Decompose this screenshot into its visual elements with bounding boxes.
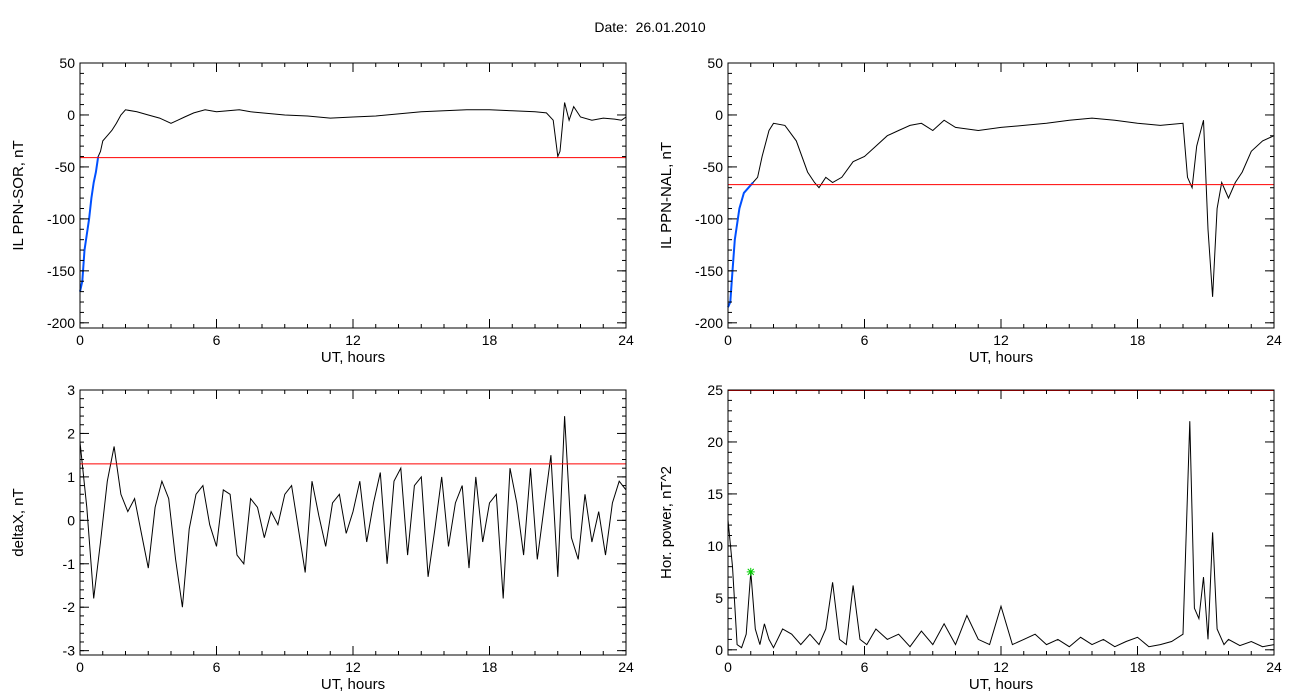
date-label: Date:	[594, 19, 628, 35]
x-axis-label: UT, hours	[969, 676, 1033, 693]
data-line	[727, 421, 1275, 649]
y-tick-label: -3	[63, 643, 76, 659]
y-tick-label: -50	[55, 159, 75, 175]
x-tick-label: 12	[993, 332, 1009, 348]
y-tick-label: 3	[67, 382, 75, 398]
x-tick-label: 0	[724, 659, 732, 675]
y-tick-label: 25	[707, 382, 723, 398]
x-tick-label: 0	[76, 659, 84, 675]
y-tick-label: -100	[695, 211, 723, 227]
date-value: 26.01.2010	[635, 19, 706, 35]
y-tick-label: -1	[63, 556, 76, 572]
y-axis-label: Hor. power, nT^2	[658, 466, 675, 579]
plot-frame	[727, 62, 1275, 329]
y-tick-label: 50	[707, 55, 723, 71]
x-tick-label: 24	[618, 659, 634, 675]
y-tick-label: 0	[715, 642, 723, 658]
y-tick-label: -200	[47, 315, 75, 331]
y-tick-label: 0	[67, 107, 75, 123]
x-tick-label: 0	[724, 332, 732, 348]
y-tick-label: -200	[695, 315, 723, 331]
x-tick-label: 12	[345, 332, 361, 348]
y-axis-label: IL PPN-NAL, nT	[658, 142, 675, 249]
plot-frame	[79, 389, 627, 656]
x-tick-label: 12	[993, 659, 1009, 675]
page-title: Date: 26.01.2010	[0, 19, 1300, 35]
data-line	[727, 117, 1275, 308]
marker-green	[746, 567, 755, 576]
y-tick-label: 15	[707, 486, 723, 502]
x-tick-label: 12	[345, 659, 361, 675]
x-tick-label: 6	[861, 659, 869, 675]
data-line	[79, 102, 627, 292]
chart-panel-2: 0 6 12 18 24 -200 -150 -100 -50 0 50 UT, hours IL PP…	[658, 55, 1282, 366]
data-line	[79, 416, 627, 608]
x-axis-label: UT, hours	[969, 349, 1033, 366]
y-tick-label: 0	[67, 512, 75, 528]
y-tick-label: -150	[695, 263, 723, 279]
x-tick-label: 24	[1266, 659, 1282, 675]
plot-frame	[79, 62, 627, 329]
y-tick-label: 10	[707, 538, 723, 554]
x-tick-label: 24	[618, 332, 634, 348]
y-axis-label: deltaX, nT	[10, 488, 27, 556]
x-tick-label: 24	[1266, 332, 1282, 348]
x-tick-label: 18	[482, 332, 498, 348]
y-tick-label: 50	[59, 55, 75, 71]
x-tick-label: 18	[1130, 332, 1146, 348]
chart-panel-4: 0 6 12 18 24 0 5 10 15 20 25 UT, hours Hor. power, n…	[658, 382, 1282, 693]
chart-panel-1: 0 6 12 18 24 -200 -150 -100 -50 0 50 UT, hours IL PP…	[10, 55, 634, 366]
y-tick-label: -150	[47, 263, 75, 279]
x-tick-label: 18	[1130, 659, 1146, 675]
y-tick-label: -50	[703, 159, 723, 175]
y-tick-label: 20	[707, 434, 723, 450]
x-axis-label: UT, hours	[321, 349, 385, 366]
x-tick-label: 6	[213, 659, 221, 675]
x-tick-label: 6	[213, 332, 221, 348]
y-tick-label: 0	[715, 107, 723, 123]
y-tick-label: 2	[67, 425, 75, 441]
x-tick-label: 18	[482, 659, 498, 675]
y-axis-label: IL PPN-SOR, nT	[10, 140, 27, 250]
y-tick-label: -2	[63, 599, 76, 615]
y-tick-label: 1	[67, 469, 75, 485]
x-axis-label: UT, hours	[321, 676, 385, 693]
highlight-segment	[727, 181, 754, 308]
x-tick-label: 0	[76, 332, 84, 348]
x-tick-label: 6	[861, 332, 869, 348]
y-tick-label: 5	[715, 590, 723, 606]
y-tick-label: -100	[47, 211, 75, 227]
